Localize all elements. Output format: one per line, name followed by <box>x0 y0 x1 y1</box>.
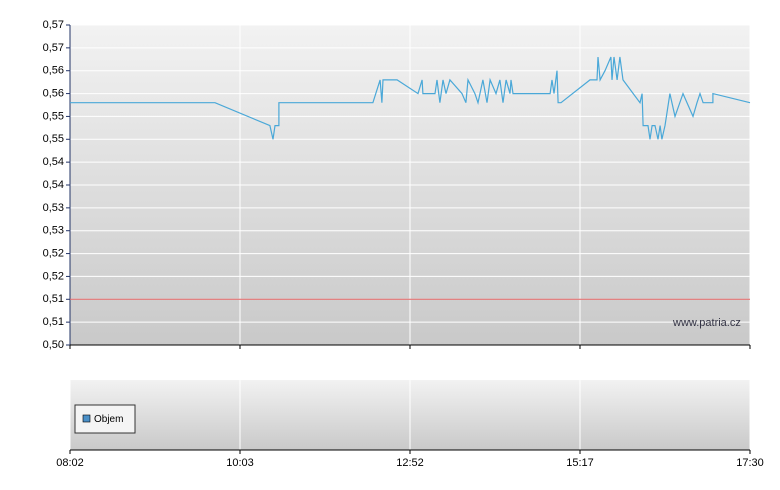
y-tick-label: 0,53 <box>43 225 64 237</box>
y-tick-label: 0,54 <box>43 179 64 191</box>
y-tick-label: 0,52 <box>43 270 64 282</box>
price-line <box>70 56 751 140</box>
y-tick-label: 0,55 <box>43 110 64 122</box>
y-tick-label: 0,56 <box>43 87 64 99</box>
x-tick-label: 10:03 <box>226 457 254 469</box>
x-tick-label: 17:30 <box>736 457 764 469</box>
y-tick-label: 0,51 <box>43 293 64 305</box>
legend-label: Objem <box>94 414 123 425</box>
y-tick-label: 0,53 <box>43 202 64 214</box>
legend-swatch <box>82 414 91 423</box>
y-tick-label: 0,51 <box>43 316 64 328</box>
y-tick-label: 0,56 <box>43 65 64 77</box>
y-tick-label: 0,57 <box>43 19 64 31</box>
x-tick-label: 15:17 <box>566 457 594 469</box>
y-tick-label: 0,54 <box>43 156 64 168</box>
y-tick-label: 0,50 <box>43 339 64 351</box>
x-tick-label: 12:52 <box>396 457 424 469</box>
y-tick-label: 0,57 <box>43 42 64 54</box>
x-tick-label: 08:02 <box>56 457 84 469</box>
watermark: www.patria.cz <box>672 317 741 329</box>
y-tick-label: 0,55 <box>43 133 64 145</box>
y-tick-label: 0,52 <box>43 247 64 259</box>
